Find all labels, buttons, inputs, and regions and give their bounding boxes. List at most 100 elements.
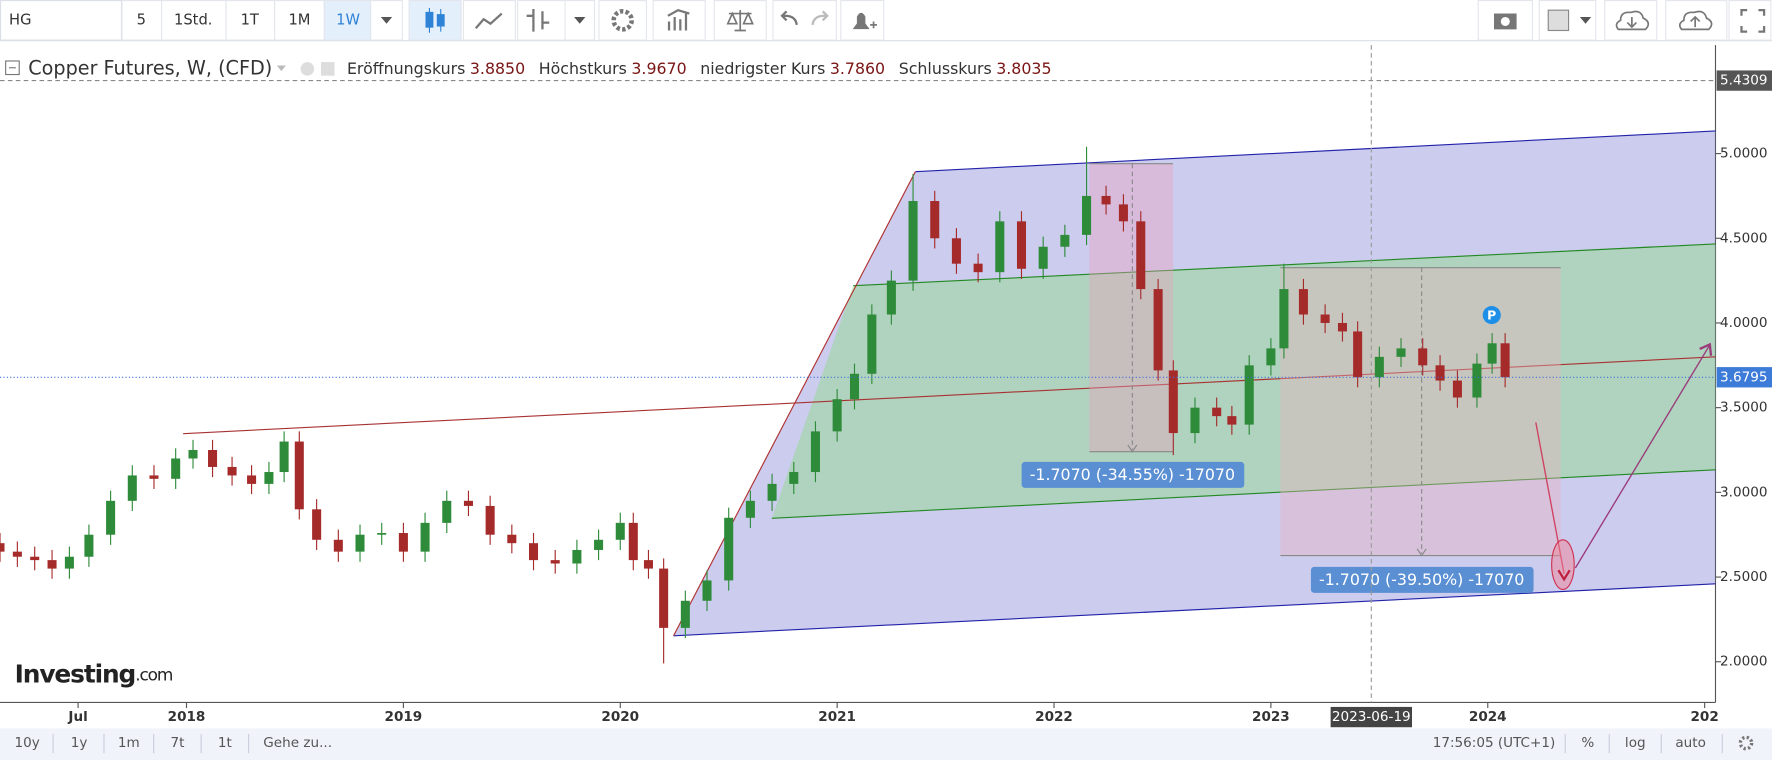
candle-body	[1353, 331, 1363, 378]
candle-body	[507, 534, 517, 544]
bar-type-button[interactable]	[517, 0, 566, 41]
crosshair-date-box	[1330, 706, 1412, 728]
crosshair-price-box	[1716, 70, 1772, 91]
percent-toggle[interactable]: %	[1581, 735, 1594, 751]
settings-button[interactable]	[598, 0, 647, 41]
candle-body	[594, 539, 604, 550]
candle-body	[659, 568, 669, 628]
candle-body	[188, 450, 198, 459]
measure-label-box	[1021, 461, 1245, 488]
candle-body	[886, 280, 896, 315]
y-tick-label: 3.5000	[1720, 400, 1767, 416]
candle-body	[264, 472, 274, 484]
interval-button[interactable]	[121, 0, 163, 41]
measure-arrowhead	[1416, 548, 1427, 557]
ohlc-value: 3.7860	[830, 58, 885, 77]
save-button[interactable]	[1665, 0, 1728, 41]
chart-type-button[interactable]	[408, 0, 462, 41]
range-button[interactable]: 1m	[118, 735, 140, 751]
candle-body	[1396, 348, 1406, 357]
logo: Investing.com	[15, 659, 173, 688]
camera-lens	[1500, 16, 1510, 26]
range-button[interactable]: 10y	[14, 735, 39, 751]
candle-body	[1320, 314, 1330, 323]
y-tick-label: 2.5000	[1720, 569, 1767, 585]
x-tick-label: 2021	[818, 709, 856, 725]
measure-label-box	[1310, 566, 1534, 593]
candle-body	[1418, 348, 1428, 366]
bar-icon	[526, 9, 550, 32]
cloud-download-icon	[1615, 10, 1650, 31]
ohlc-label: niedrigster Kurs	[700, 58, 825, 77]
range-button[interactable]: 1t	[218, 735, 232, 751]
screenshot-button[interactable]	[1477, 0, 1533, 41]
indicators-button[interactable]	[652, 0, 706, 41]
forecast-arrowhead	[1557, 569, 1571, 582]
undo-redo-button[interactable]	[772, 0, 837, 41]
event-marker[interactable]	[1482, 306, 1501, 325]
interval-label: 5	[137, 11, 146, 28]
interval-button[interactable]	[225, 0, 276, 41]
log-toggle[interactable]: log	[1625, 735, 1646, 751]
candle-body	[973, 263, 983, 273]
x-tick-label: Jul	[67, 709, 87, 725]
clock: 17:56:05 (UTC+1)	[1433, 735, 1556, 751]
x-tick-label: 2020	[601, 709, 639, 725]
range-button[interactable]: 7t	[170, 735, 184, 751]
forecast-arrow	[1574, 346, 1710, 569]
interval-button-active[interactable]	[323, 0, 372, 41]
candle-body	[1472, 363, 1482, 398]
footer-settings[interactable]	[1738, 735, 1754, 751]
range-button[interactable]: 1y	[71, 735, 88, 751]
candle-body	[1435, 365, 1445, 381]
alert-icon	[852, 12, 877, 30]
visibility-icon[interactable]	[300, 62, 315, 76]
ohlc-legend: Eröffnungskurs 3.8850 Höchstkurs 3.9670 nied…	[347, 58, 1052, 77]
candle-body	[1016, 221, 1027, 269]
candle-body	[745, 500, 755, 518]
candle-body	[1279, 289, 1289, 349]
candle-body	[1136, 221, 1146, 290]
x-tick-label: 202	[1691, 709, 1719, 725]
x-tick-label: 2018	[168, 709, 206, 725]
redo-icon	[811, 10, 829, 26]
auto-toggle[interactable]: auto	[1675, 735, 1706, 751]
interval-button[interactable]	[161, 0, 227, 41]
ohlc-value: 3.8035	[996, 58, 1051, 77]
interval-label: 1M	[288, 11, 310, 28]
symbol-input[interactable]	[0, 0, 123, 41]
forecast-target	[1551, 539, 1575, 591]
fullscreen-button[interactable]	[1728, 0, 1772, 41]
candle-body	[485, 505, 495, 535]
goto-button[interactable]: Gehe zu...	[263, 735, 332, 751]
candle-body	[1212, 407, 1222, 417]
dropdown-icon	[380, 16, 393, 24]
measure-label: -1.7070 (-34.55%) -17070	[1030, 465, 1235, 484]
candle-body	[1500, 343, 1510, 378]
candle-body	[615, 522, 625, 540]
pitchfork-handle	[673, 171, 916, 637]
pitchfork-line	[915, 130, 1716, 173]
candles	[0, 146, 1510, 664]
candle-body	[832, 399, 842, 432]
candle-body	[1118, 204, 1128, 222]
candle-body	[0, 543, 5, 552]
settings-icon[interactable]	[320, 62, 335, 76]
load-button[interactable]	[1604, 0, 1658, 41]
candle-body	[767, 483, 777, 501]
forecast-arrowhead	[1699, 342, 1713, 356]
candle-body	[849, 373, 860, 400]
candle-body	[312, 509, 322, 540]
candle-body	[550, 560, 560, 564]
candle-body	[149, 475, 159, 479]
candle-body	[789, 472, 799, 484]
candle-body	[333, 539, 343, 552]
candle-body	[64, 556, 74, 569]
candle-body	[398, 533, 408, 552]
line-type-button[interactable]	[462, 0, 516, 41]
line-icon	[474, 12, 503, 29]
candle-body	[106, 500, 116, 535]
interval-label: 1Std.	[174, 11, 212, 28]
alert-button[interactable]	[840, 0, 885, 41]
instrument-title: Copper Futures, W, (CFD)	[28, 56, 272, 79]
